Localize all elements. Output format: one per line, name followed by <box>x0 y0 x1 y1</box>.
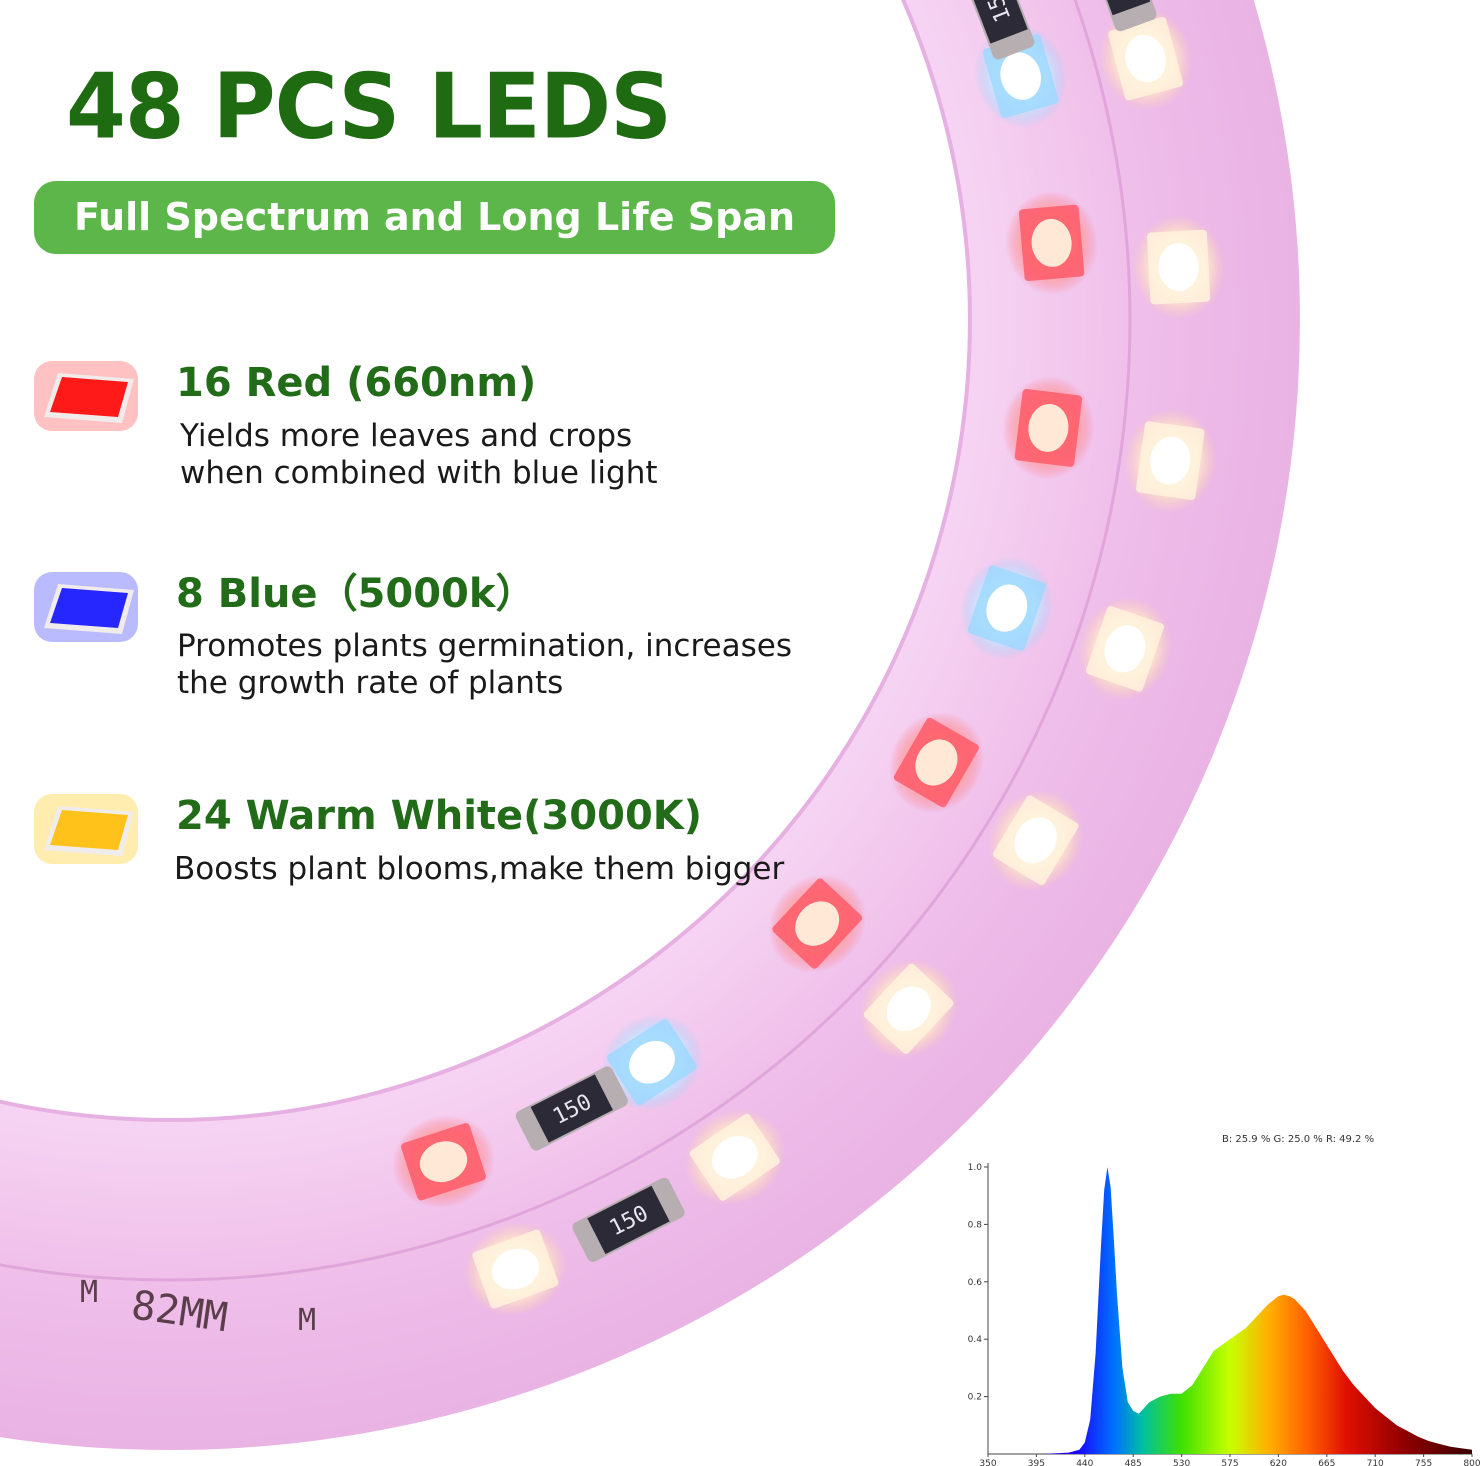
blue-led-10 <box>601 1014 703 1111</box>
ring-trace <box>0 0 1132 1282</box>
warm-led-23 <box>464 1222 567 1316</box>
x-tick-label: 710 <box>1367 1459 1384 1466</box>
x-tick-label: 440 <box>1076 1459 1093 1466</box>
blue-desc-line2: the growth rate of plants <box>177 665 564 701</box>
red-led-9 <box>768 874 867 973</box>
warm-white-title: 24 Warm White(3000K) <box>176 793 703 839</box>
spectrum-series <box>988 1167 1472 1454</box>
resistor-1: 150 <box>1081 0 1157 32</box>
spectrum-area-0 <box>988 1167 1472 1454</box>
x-tick-label: 395 <box>1028 1459 1045 1466</box>
x-tick-label: 530 <box>1173 1459 1190 1466</box>
warm-white-desc-line1: Boosts plant blooms,make them bigger <box>174 851 785 887</box>
warm-led-18 <box>1124 408 1217 513</box>
warm-white-led-chip-icon <box>34 794 138 864</box>
ring-inner-edge <box>0 0 972 1122</box>
ring-band <box>0 0 1300 1450</box>
x-tick-label: 620 <box>1270 1459 1287 1466</box>
x-tick-label: 755 <box>1415 1459 1432 1466</box>
red-title: 16 Red (660nm) <box>176 360 537 406</box>
red-led-6 <box>1002 375 1095 480</box>
red-desc-line1: Yields more leaves and crops <box>180 418 633 454</box>
subtitle-banner: Full Spectrum and Long Life Span <box>34 181 835 254</box>
resistor-2: 150 <box>515 1066 628 1151</box>
y-tick-label: 0.4 <box>968 1335 983 1345</box>
blue-desc-line1: Promotes plants germination, increases <box>177 628 792 664</box>
spectrum-stats-label: B: 25.9 % G: 25.0 % R: 49.2 % <box>1222 1134 1375 1145</box>
red-led-5 <box>1005 190 1098 295</box>
blue-led-chip-icon <box>34 572 138 642</box>
y-tick-label: 0.6 <box>968 1278 983 1288</box>
spectrum-plot: 0.2 0.4 0.6 0.8 1.0 350 395 440 485 530 575 620 665 7… <box>968 1163 1480 1466</box>
warm-led-16 <box>1099 6 1193 111</box>
red-led-8 <box>888 711 984 814</box>
board-marking-m-left: M <box>80 1275 98 1310</box>
red-led-11 <box>392 1115 495 1209</box>
spectrum-chart: B: 25.9 % G: 25.0 % R: 49.2 % 0.2 0 <box>950 1132 1480 1466</box>
resistor-0: 150 <box>958 0 1035 60</box>
y-tick-label: 0.8 <box>968 1220 983 1230</box>
warm-led-20 <box>988 789 1084 891</box>
board-components: 150 150 150 150 <box>392 0 1225 1316</box>
board-marking-m-right: M <box>298 1303 316 1338</box>
warm-led-17 <box>1132 215 1225 320</box>
warm-led-21 <box>859 959 958 1059</box>
x-tick-label: 800 <box>1463 1459 1480 1466</box>
x-tick-label: 485 <box>1125 1459 1142 1466</box>
headline: 48 PCS LEDS <box>66 54 672 160</box>
red-desc-line2: when combined with blue light <box>180 455 658 491</box>
resistor-3: 150 <box>572 1177 685 1262</box>
blue-title: 8 Blue（5000k） <box>176 571 536 617</box>
warm-led-19 <box>1078 597 1172 701</box>
y-tick-label: 0.2 <box>968 1393 982 1403</box>
x-tick-label: 575 <box>1221 1459 1238 1466</box>
blue-led-7 <box>960 556 1054 660</box>
y-tick-label: 1.0 <box>968 1163 983 1173</box>
red-led-chip-icon <box>34 361 138 431</box>
x-tick-label: 350 <box>979 1459 996 1466</box>
warm-led-22 <box>684 1109 786 1206</box>
x-tick-label: 665 <box>1318 1459 1335 1466</box>
